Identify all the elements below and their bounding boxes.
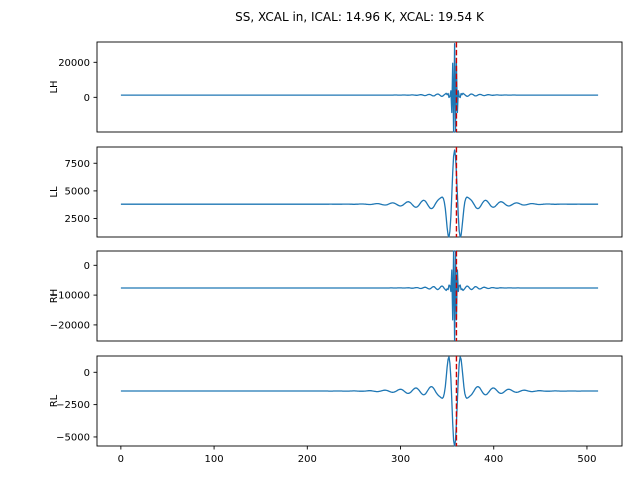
y-tick-label: −5000 bbox=[56, 432, 90, 443]
y-axis-label-ll: LL bbox=[49, 186, 60, 198]
y-tick-label: −2500 bbox=[56, 400, 90, 411]
x-tick-label: 100 bbox=[205, 454, 224, 465]
signal-line-rl bbox=[120, 356, 599, 447]
y-tick-label: −10000 bbox=[50, 291, 90, 302]
y-axis-label-lh: LH bbox=[49, 80, 60, 93]
y-tick-label: 7500 bbox=[65, 159, 90, 170]
axes-frame-rl bbox=[96, 355, 623, 447]
axes-frame-lh bbox=[96, 41, 623, 133]
signal-line-ll bbox=[120, 149, 599, 238]
y-tick-label: 0 bbox=[84, 368, 90, 379]
y-tick-label: 0 bbox=[84, 93, 90, 104]
axes-frame-ll bbox=[96, 146, 623, 238]
y-tick-label: 2500 bbox=[65, 214, 90, 225]
x-tick-label: 300 bbox=[391, 454, 410, 465]
signal-line-lh bbox=[120, 42, 599, 133]
y-tick-label: −20000 bbox=[50, 320, 90, 331]
x-tick-label: 400 bbox=[484, 454, 503, 465]
x-tick-label: 200 bbox=[298, 454, 317, 465]
signal-line-rh bbox=[120, 250, 599, 342]
x-tick-label: 0 bbox=[118, 454, 124, 465]
y-axis-label-rl: RL bbox=[49, 394, 60, 407]
x-tick-label: 500 bbox=[577, 454, 596, 465]
chart-title: SS, XCAL in, ICAL: 14.96 K, XCAL: 19.54 … bbox=[235, 10, 484, 24]
y-tick-label: 5000 bbox=[65, 186, 90, 197]
y-tick-label: 20000 bbox=[58, 58, 90, 69]
y-tick-label: 0 bbox=[84, 261, 90, 272]
y-axis-label-rh: RH bbox=[49, 289, 60, 303]
axes-frame-rh bbox=[96, 250, 623, 342]
